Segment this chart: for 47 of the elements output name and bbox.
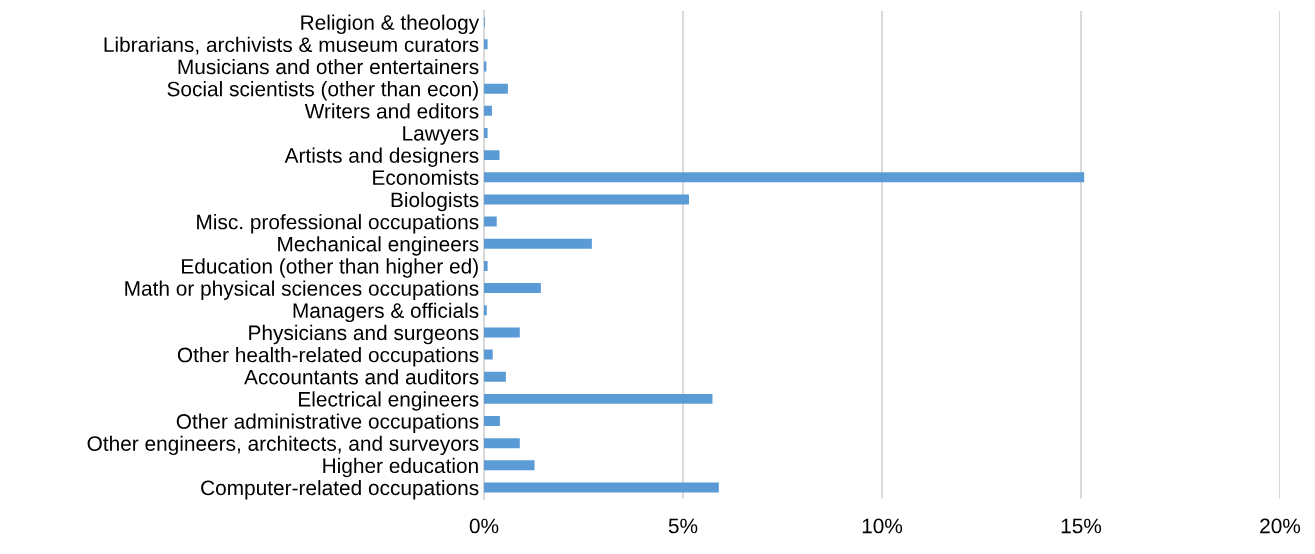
y-tick-label: Lawyers [403,126,479,145]
y-tick-label: Higher education [323,457,478,478]
y-tick-label: Religion & theology [301,14,480,35]
bar [484,460,535,471]
bar [484,305,487,316]
y-tick-label: Computer-related occupations [201,479,479,500]
bar [484,371,506,382]
y-tick-label: Artists and designers [284,147,479,167]
y-tick-label: Writers and editors [304,103,479,119]
y-tick-label: Librarians, archivists & museum curators [104,36,479,55]
x-tick-label: 0% [469,518,499,534]
y-tick-label: Economists [373,169,479,186]
x-tick-label: 20% [1260,518,1301,534]
bar [484,482,719,493]
y-tick-label: Other administrative occupations [176,413,479,433]
bar [484,216,497,227]
y-tick-label: Accountants and auditors [244,369,479,385]
bar [484,416,500,427]
bar [484,349,493,360]
bar [484,393,713,404]
y-tick-label: Social scientists (other than econ) [167,81,478,101]
y-tick-label: Musicians and other entertainers [178,58,479,75]
y-tick-label: Misc. professional occupations [197,214,479,234]
bar [484,283,541,294]
bar [484,438,520,449]
bar [484,260,488,271]
x-tick-label: 15% [1061,518,1102,534]
x-tick-label: 10% [862,518,903,534]
bar [484,150,500,161]
y-tick-label: Other engineers, architects, and surveyors [87,435,479,456]
y-tick-label: Electrical engineers [299,391,479,411]
y-tick-label: Mechanical engineers [278,236,479,256]
bar [484,105,492,116]
bar [484,172,1085,183]
x-tick-label: 5% [668,518,698,534]
y-tick-label: Education (other than higher ed) [182,258,478,278]
bar [484,238,592,249]
bar [484,127,488,138]
bar [484,39,488,50]
y-tick-label: Physicians and surgeons [249,324,479,345]
bar [484,327,520,338]
bar [484,194,689,205]
y-tick-label: Math or physical sciences occupations [125,280,479,300]
y-tick-label: Other health-related occupations [177,347,479,367]
bar [484,83,508,94]
y-tick-label: Managers & officials [293,302,479,323]
y-tick-label: Biologists [391,191,479,212]
